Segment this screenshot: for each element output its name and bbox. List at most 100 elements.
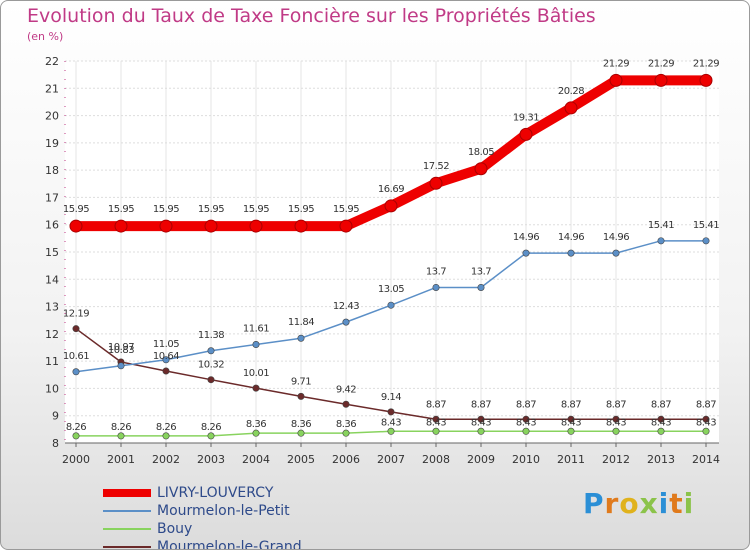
y-tick-label: 16: [45, 219, 59, 232]
data-label: 15.95: [243, 204, 269, 215]
y-tick-label: 13: [45, 301, 59, 314]
data-point: [432, 427, 440, 435]
logo-letter: i: [658, 487, 670, 520]
data-point: [384, 199, 398, 213]
y-tick-label: 17: [45, 191, 59, 204]
data-label: 8.26: [111, 422, 131, 433]
data-point: [702, 427, 710, 435]
data-point: [207, 347, 215, 355]
data-label: 21.29: [603, 58, 629, 69]
x-tick-label: 2012: [602, 453, 630, 466]
y-tick-label: 21: [45, 82, 59, 95]
y-tick-label: 18: [45, 164, 59, 177]
x-tick-label: 2003: [197, 453, 225, 466]
data-point: [252, 384, 260, 392]
data-label: 15.41: [648, 220, 674, 231]
y-tick-label: 19: [45, 137, 59, 150]
data-point: [72, 325, 80, 333]
data-label: 14.96: [558, 232, 584, 243]
data-label: 10.97: [108, 342, 134, 353]
data-point: [522, 415, 530, 423]
y-tick-label: 8: [52, 437, 59, 450]
data-point: [252, 340, 260, 348]
data-label: 8.26: [66, 422, 86, 433]
x-tick-label: 2000: [62, 453, 90, 466]
data-label: 8.87: [471, 399, 491, 410]
data-point: [612, 415, 620, 423]
data-point: [522, 427, 530, 435]
data-point: [612, 427, 620, 435]
data-point: [207, 376, 215, 384]
data-point: [342, 400, 350, 408]
y-tick-label: 20: [45, 110, 59, 123]
data-label: 13.7: [426, 266, 446, 277]
x-tick-label: 2010: [512, 453, 540, 466]
x-tick-label: 2005: [287, 453, 315, 466]
data-point: [342, 318, 350, 326]
legend-label: LIVRY-LOUVERCY: [157, 485, 274, 501]
data-label: 8.43: [696, 417, 716, 428]
chart-subtitle: (en %): [27, 30, 64, 43]
data-point: [387, 427, 395, 435]
data-label: 8.43: [381, 417, 401, 428]
logo-letter: t: [669, 487, 684, 520]
data-point: [297, 334, 305, 342]
data-point: [657, 427, 665, 435]
data-label: 8.36: [336, 419, 356, 430]
data-point: [159, 219, 173, 233]
data-point: [117, 362, 125, 370]
data-point: [432, 283, 440, 291]
data-label: 8.43: [561, 417, 581, 428]
logo-letter: x: [639, 487, 659, 520]
legend-swatch: [103, 510, 151, 512]
data-label: 21.29: [693, 58, 719, 69]
data-label: 11.38: [198, 330, 224, 341]
data-label: 14.96: [603, 232, 629, 243]
data-label: 10.32: [198, 360, 224, 371]
chart-title: Evolution du Taux de Taxe Foncière sur l…: [27, 5, 596, 27]
data-point: [252, 429, 260, 437]
data-label: 17.52: [423, 161, 449, 172]
y-tick-label: 14: [45, 273, 59, 286]
data-label: 11.84: [288, 317, 314, 328]
data-point: [429, 176, 443, 190]
data-point: [474, 162, 488, 176]
data-point: [522, 249, 530, 257]
data-label: 8.43: [426, 417, 446, 428]
data-label: 15.95: [63, 204, 89, 215]
data-label: 8.87: [516, 399, 536, 410]
data-point: [567, 427, 575, 435]
data-label: 9.42: [336, 384, 356, 395]
x-tick-label: 2009: [467, 453, 495, 466]
data-point: [567, 415, 575, 423]
logo-letter: P: [583, 487, 605, 520]
data-label: 8.43: [516, 417, 536, 428]
x-tick-label: 2014: [692, 453, 720, 466]
data-label: 13.7: [471, 266, 491, 277]
logo-letter: o: [619, 487, 640, 520]
x-tick-label: 2006: [332, 453, 360, 466]
data-label: 8.43: [471, 417, 491, 428]
data-point: [72, 368, 80, 376]
data-label: 14.96: [513, 232, 539, 243]
data-label: 15.95: [288, 204, 314, 215]
logo-letter: r: [604, 487, 620, 520]
y-tick-label: 9: [52, 410, 59, 423]
data-label: 15.95: [198, 204, 224, 215]
y-tick-label: 10: [45, 382, 59, 395]
x-tick-label: 2007: [377, 453, 405, 466]
data-label: 10.64: [153, 351, 179, 362]
data-label: 12.43: [333, 301, 359, 312]
data-point: [567, 249, 575, 257]
legend-label: Bouy: [157, 521, 193, 537]
data-point: [342, 429, 350, 437]
legend-swatch: [103, 528, 151, 530]
data-point: [69, 219, 83, 233]
data-label: 8.87: [651, 399, 671, 410]
data-label: 10.01: [243, 368, 269, 379]
data-label: 10.83: [108, 345, 134, 356]
data-label: 9.14: [381, 392, 401, 403]
data-label: 19.31: [513, 112, 539, 123]
y-tick-label: 11: [45, 355, 59, 368]
